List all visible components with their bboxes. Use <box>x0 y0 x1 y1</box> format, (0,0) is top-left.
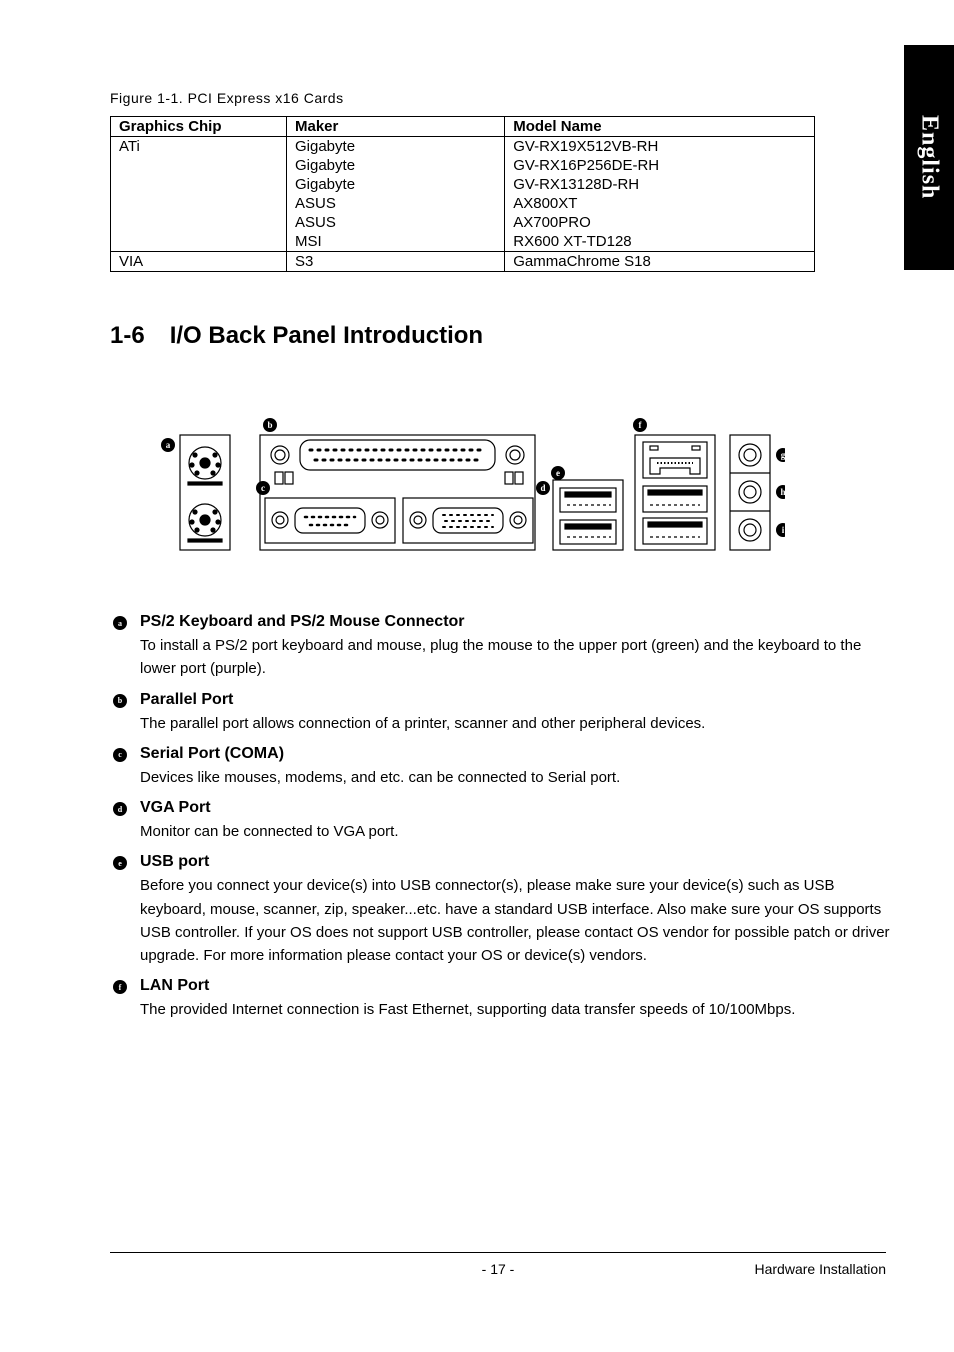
svg-text:h: h <box>780 487 785 497</box>
port-description: Devices like mouses, modems, and etc. ca… <box>140 766 894 789</box>
cell-maker: S3 <box>287 252 505 272</box>
table-row: GigabyteGV-RX16P256DE-RH <box>111 156 815 175</box>
port-item: c Serial Port (COMA) Devices like mouses, … <box>110 745 894 789</box>
section-number: 1-6 <box>110 322 145 349</box>
cell-model: GV-RX13128D-RH <box>505 175 815 194</box>
port-title: Serial Port (COMA) <box>140 745 894 763</box>
figure-caption: Figure 1-1. PCI Express x16 Cards <box>110 90 894 106</box>
port-marker-icon: b <box>113 694 127 708</box>
language-tab-label: English <box>916 115 943 199</box>
table-row: ASUSAX700PRO <box>111 213 815 232</box>
cell-chip: VIA <box>111 252 287 272</box>
language-tab: English <box>904 45 954 270</box>
table-header-row: Graphics Chip Maker Model Name <box>111 117 815 137</box>
port-item: a PS/2 Keyboard and PS/2 Mouse Connector T… <box>110 613 894 681</box>
cell-model: RX600 XT-TD128 <box>505 232 815 252</box>
port-marker-icon: d <box>113 802 127 816</box>
port-description: The provided Internet connection is Fast… <box>140 998 894 1021</box>
cell-maker: Gigabyte <box>287 137 505 157</box>
cell-model: GV-RX19X512VB-RH <box>505 137 815 157</box>
cell-chip <box>111 175 287 194</box>
svg-text:g: g <box>781 450 785 460</box>
table-row: ATiGigabyteGV-RX19X512VB-RH <box>111 137 815 157</box>
svg-text:c: c <box>261 483 265 493</box>
footer-section-name: Hardware Installation <box>754 1261 886 1277</box>
section-heading: 1-6 I/O Back Panel Introduction <box>110 322 894 350</box>
cell-chip <box>111 213 287 232</box>
port-title: Parallel Port <box>140 691 894 709</box>
port-item: b Parallel Port The parallel port allows c… <box>110 691 894 735</box>
port-item: e USB port Before you connect your device(… <box>110 853 894 967</box>
table-row: VIAS3GammaChrome S18 <box>111 252 815 272</box>
port-title: PS/2 Keyboard and PS/2 Mouse Connector <box>140 613 894 631</box>
pci-express-table: Graphics Chip Maker Model Name ATiGigaby… <box>110 116 815 272</box>
svg-text:d: d <box>540 483 545 493</box>
port-description: The parallel port allows connection of a… <box>140 712 894 735</box>
cell-model: GV-RX16P256DE-RH <box>505 156 815 175</box>
cell-maker: Gigabyte <box>287 175 505 194</box>
table-row: MSIRX600 XT-TD128 <box>111 232 815 252</box>
port-description: Monitor can be connected to VGA port. <box>140 820 894 843</box>
cell-chip <box>111 156 287 175</box>
cell-model: AX700PRO <box>505 213 815 232</box>
cell-chip: ATi <box>111 137 287 157</box>
svg-text:e: e <box>556 468 560 478</box>
cell-model: AX800XT <box>505 194 815 213</box>
port-marker-icon: f <box>113 980 127 994</box>
table-header-model: Model Name <box>505 117 815 137</box>
port-description: Before you connect your device(s) into U… <box>140 874 894 967</box>
cell-chip <box>111 194 287 213</box>
port-title: USB port <box>140 853 894 871</box>
cell-model: GammaChrome S18 <box>505 252 815 272</box>
table-row: GigabyteGV-RX13128D-RH <box>111 175 815 194</box>
port-title: LAN Port <box>140 977 894 995</box>
table-row: ASUSAX800XT <box>111 194 815 213</box>
cell-maker: ASUS <box>287 213 505 232</box>
page-content: Figure 1-1. PCI Express x16 Cards Graphi… <box>0 0 954 1072</box>
port-item: d VGA Port Monitor can be connected to VGA… <box>110 799 894 843</box>
cell-maker: MSI <box>287 232 505 252</box>
cell-maker: Gigabyte <box>287 156 505 175</box>
port-marker-icon: c <box>113 748 127 762</box>
cell-chip <box>111 232 287 252</box>
port-title: VGA Port <box>140 799 894 817</box>
io-panel-diagram: abcdefghi <box>135 410 785 570</box>
table-header-maker: Maker <box>287 117 505 137</box>
section-title: I/O Back Panel Introduction <box>170 322 483 349</box>
port-description-list: a PS/2 Keyboard and PS/2 Mouse Connector T… <box>110 613 894 1022</box>
svg-text:a: a <box>166 440 171 450</box>
svg-text:b: b <box>267 420 272 430</box>
port-marker-icon: e <box>113 856 127 870</box>
port-item: f LAN Port The provided Internet connectio… <box>110 977 894 1021</box>
port-marker-icon: a <box>113 616 127 630</box>
table-header-chip: Graphics Chip <box>111 117 287 137</box>
footer-page-number: - 17 - <box>482 1261 515 1277</box>
port-description: To install a PS/2 port keyboard and mous… <box>140 634 894 681</box>
cell-maker: ASUS <box>287 194 505 213</box>
page-footer: - 17 - Hardware Installation <box>110 1252 886 1277</box>
